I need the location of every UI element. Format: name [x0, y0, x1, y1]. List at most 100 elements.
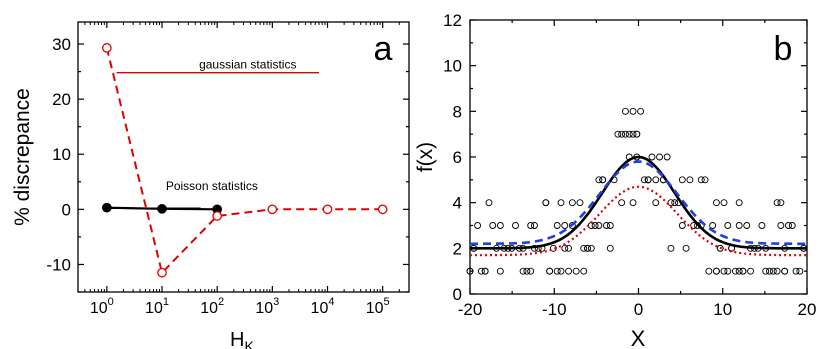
panel-b: -20 -10 0 10 20 0 2 4 6 8 10 12 b f(x) X	[414, 11, 816, 349]
scatter-point	[720, 199, 728, 207]
scatter-point	[773, 267, 781, 275]
scatter-point	[584, 244, 591, 252]
scatter-point	[621, 107, 629, 115]
x-tick-label: 103	[255, 296, 279, 317]
scatter-point	[621, 130, 629, 138]
series-point	[377, 204, 388, 215]
series-point	[101, 43, 112, 53]
scatter-point	[709, 222, 717, 229]
series-point	[322, 204, 333, 215]
scatter-point	[743, 222, 751, 229]
series-point	[157, 203, 167, 214]
panel-a-xlabel-sub: K	[244, 338, 254, 349]
y-tick-label: 2	[453, 239, 462, 258]
scatter-point	[561, 222, 569, 229]
fit-curve	[470, 160, 807, 246]
scatter-point	[606, 222, 614, 229]
fit-curve	[470, 185, 807, 257]
scatter-point	[519, 267, 527, 275]
scatter-point	[747, 267, 755, 275]
scatter-point	[549, 244, 557, 252]
scatter-point	[716, 244, 724, 252]
panel-a: 100 101 102 103 104 105 -10 0 10 20 30 gaussian s…	[11, 21, 410, 349]
y-tick-label: 30	[52, 35, 71, 54]
scatter-point	[769, 267, 777, 275]
annotation-label: Poisson statistics	[166, 179, 258, 193]
scatter-point	[762, 267, 770, 275]
scatter-point	[512, 222, 519, 229]
scatter-point	[640, 176, 648, 184]
scatter-point	[731, 267, 739, 275]
x-tick-label: -10	[542, 300, 567, 319]
scatter-point	[785, 222, 792, 229]
scatter-point	[686, 176, 694, 184]
scatter-point	[777, 222, 785, 229]
scatter-point	[580, 267, 588, 275]
panel-b-letter: b	[774, 30, 793, 68]
y-tick-label: 4	[453, 194, 462, 213]
panel-a-xlabel: HK	[230, 329, 254, 349]
annotation-label: gaussian statistics	[199, 58, 296, 72]
x-tick-label: -20	[458, 300, 483, 319]
scatter-point	[701, 176, 709, 184]
scatter-point	[595, 222, 603, 229]
scatter-point	[523, 267, 531, 275]
x-tick-label: 20	[798, 300, 817, 319]
series-point	[267, 204, 278, 215]
scatter-point	[466, 267, 474, 275]
scatter-point	[792, 267, 800, 275]
series-point	[212, 211, 223, 221]
fit-curve	[470, 155, 807, 250]
scatter-point	[599, 176, 607, 184]
scatter-point	[531, 222, 538, 229]
scatter-point	[496, 222, 504, 229]
x-tick-label: 102	[200, 296, 224, 317]
series-line	[105, 47, 383, 275]
scatter-point	[758, 222, 766, 229]
y-tick-label: 8	[453, 102, 462, 121]
scatter-point	[652, 199, 660, 207]
panel-a-annotations: gaussian statistics Poisson statistics	[106, 58, 319, 209]
panel-a-series	[101, 43, 388, 278]
scatter-point	[667, 244, 675, 252]
scatter-point	[735, 199, 743, 207]
scatter-point	[481, 267, 489, 275]
y-tick-label: 20	[52, 90, 71, 109]
scatter-point	[542, 199, 550, 207]
scatter-point	[591, 222, 599, 229]
scatter-point	[595, 176, 603, 184]
scatter-point	[720, 267, 728, 275]
scatter-point	[565, 244, 573, 252]
scatter-point	[648, 153, 656, 161]
scatter-point	[637, 107, 645, 115]
y-tick-label: -10	[46, 255, 71, 274]
panel-a-letter: a	[374, 30, 393, 68]
scatter-point	[773, 199, 781, 207]
scatter-point	[527, 222, 535, 229]
panel-b-x-ticks: -20 -10 0 10 20	[458, 20, 817, 319]
scatter-point	[697, 176, 705, 184]
x-tick-label: 0	[634, 300, 643, 319]
scatter-point	[576, 199, 584, 207]
scatter-point	[712, 267, 720, 275]
scatter-point	[712, 199, 720, 207]
scatter-point	[735, 267, 743, 275]
y-tick-label: 0	[453, 285, 462, 304]
scatter-point	[629, 107, 637, 115]
scatter-point	[546, 267, 554, 275]
y-tick-label: 10	[52, 145, 71, 164]
scatter-point	[496, 267, 504, 275]
scatter-point	[788, 222, 796, 229]
panel-b-curves	[470, 155, 807, 257]
panel-b-ylabel: f(x)	[414, 142, 437, 172]
series-point	[101, 202, 112, 213]
scatter-point	[735, 222, 743, 229]
scatter-point	[724, 267, 732, 275]
scatter-point	[568, 199, 576, 207]
panel-a-y-ticks: -10 0 10 20 30	[46, 35, 409, 293]
scatter-point	[766, 267, 773, 275]
scatter-point	[796, 267, 804, 275]
x-tick-label: 10	[713, 300, 732, 319]
scatter-point	[606, 244, 614, 252]
scatter-point	[705, 267, 713, 275]
